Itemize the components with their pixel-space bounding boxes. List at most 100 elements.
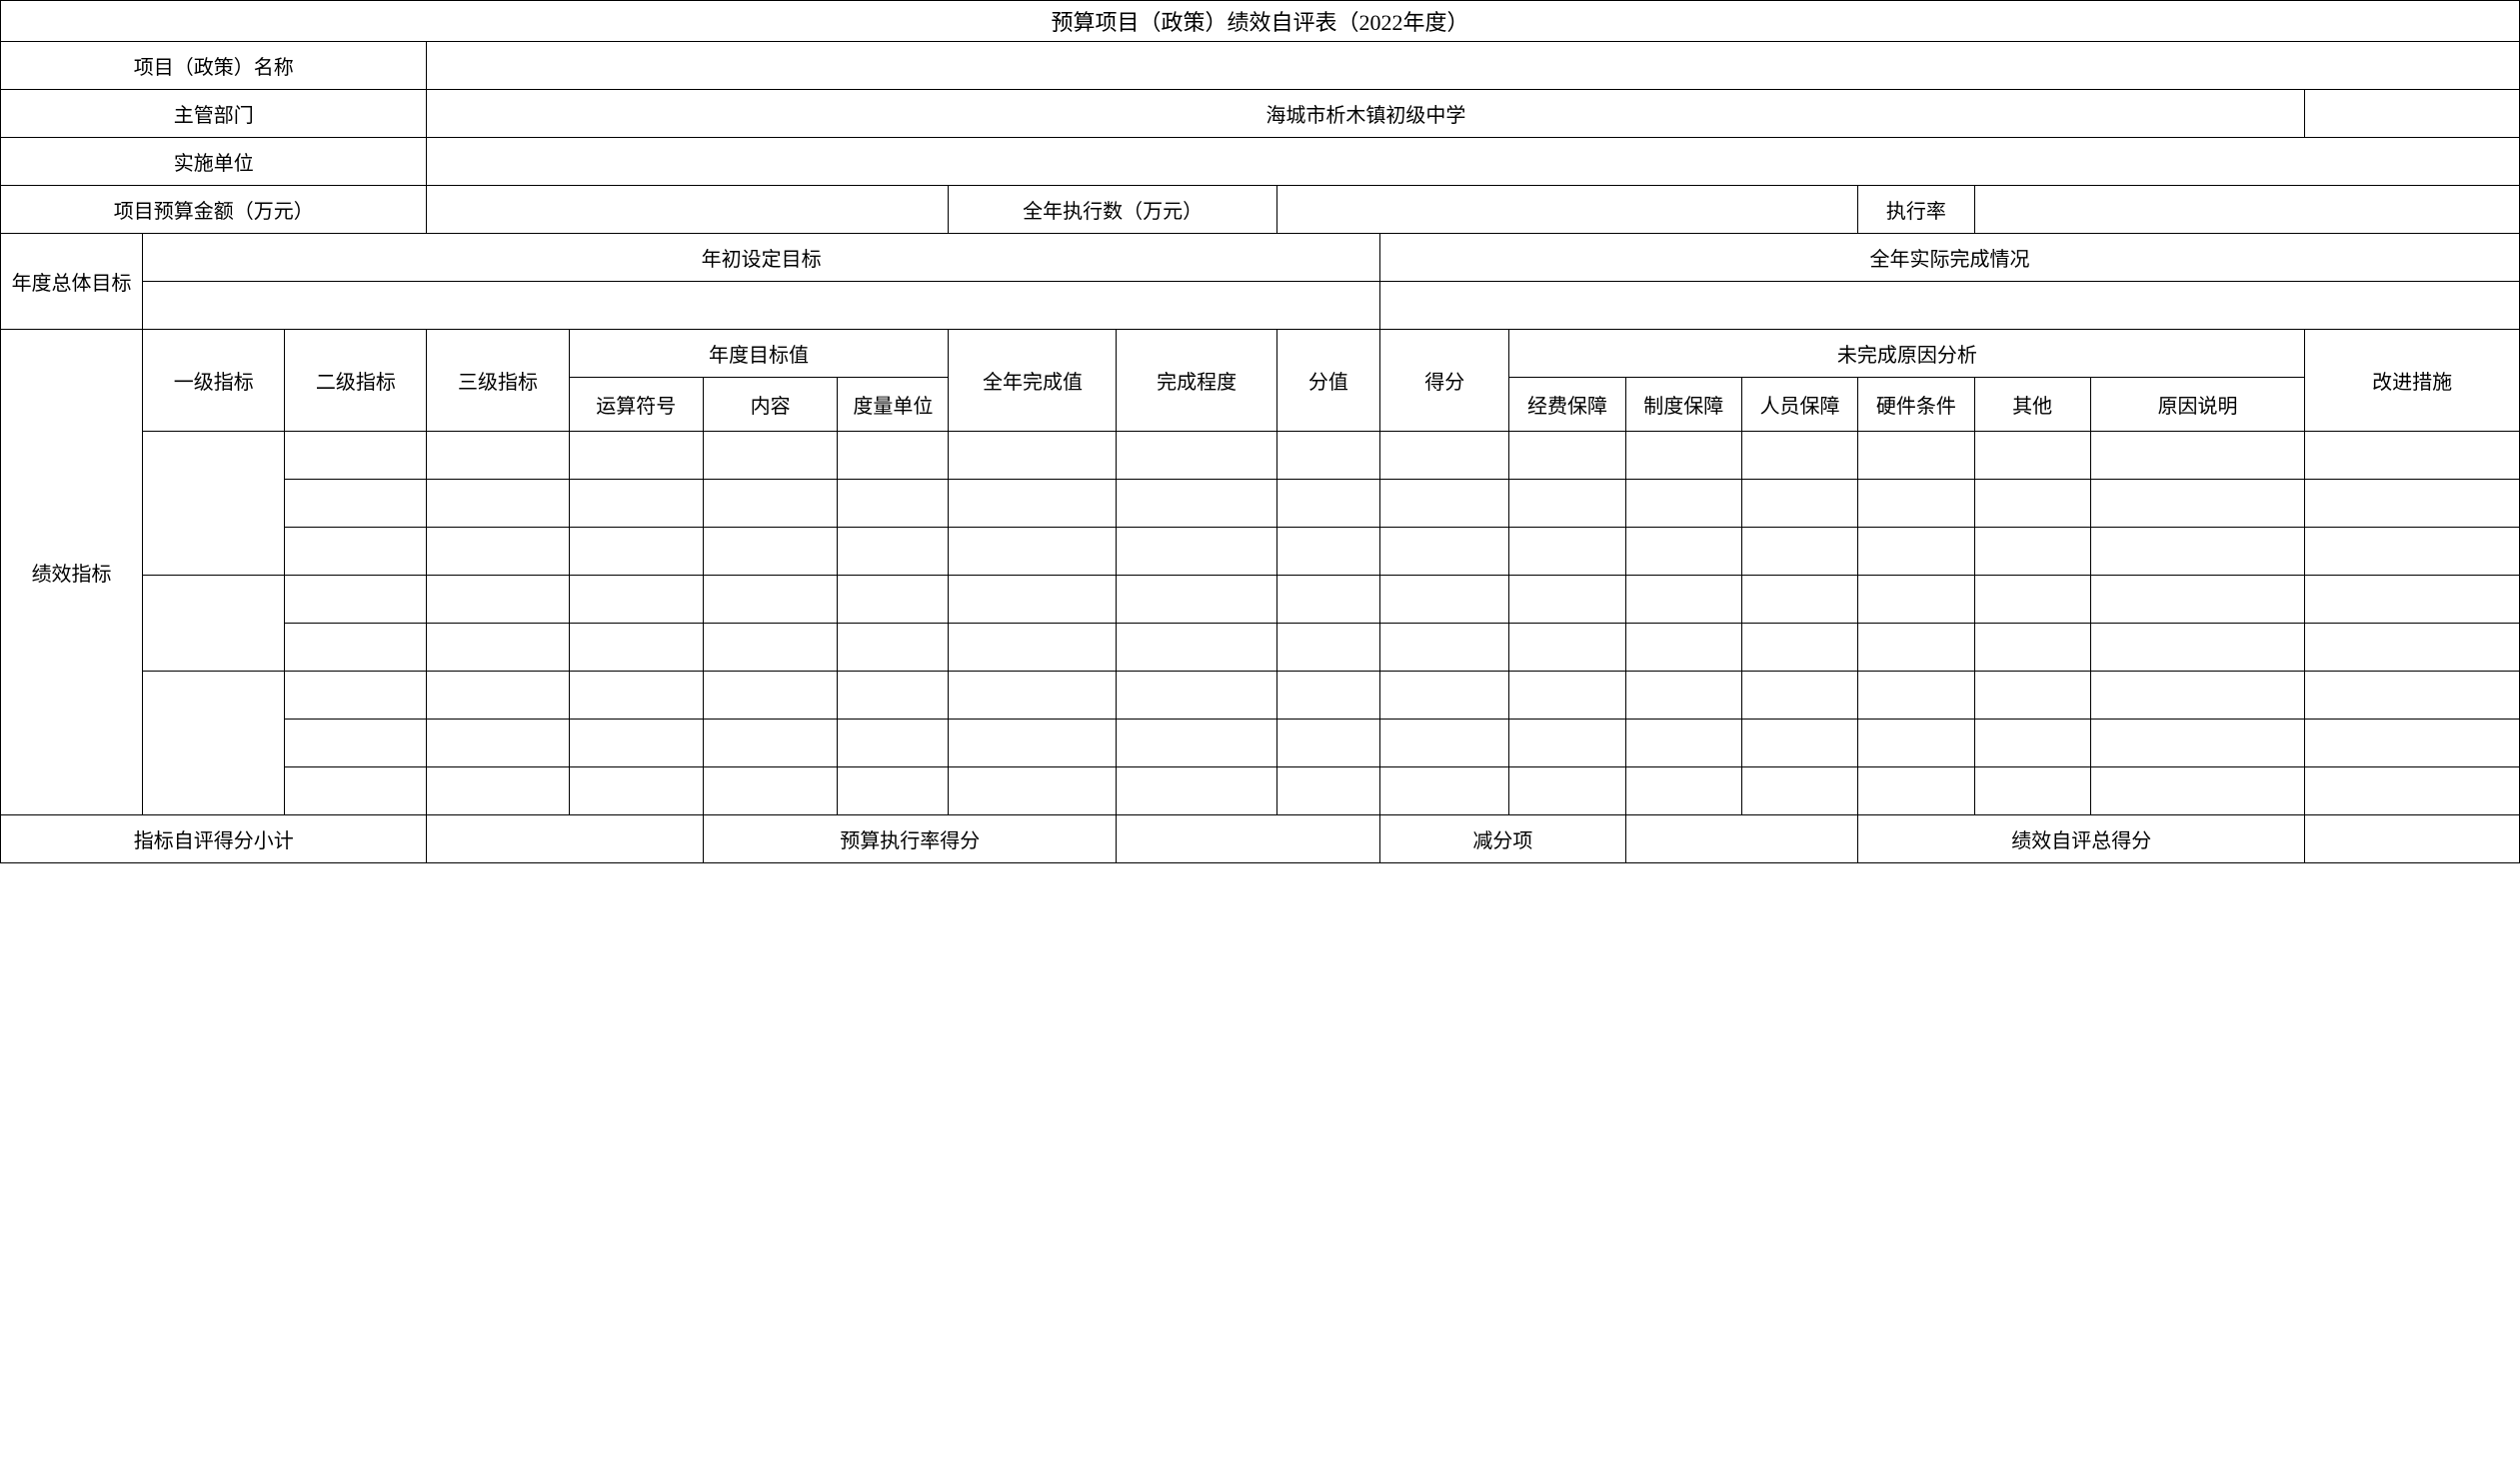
table-cell — [1276, 480, 1379, 528]
table-cell — [1974, 672, 2090, 720]
table-cell — [1974, 576, 2090, 624]
table-cell — [1380, 720, 1509, 767]
header-l1: 一级指标 — [143, 330, 285, 432]
table-cell — [285, 480, 427, 528]
header-content: 内容 — [703, 378, 837, 432]
table-cell — [703, 672, 837, 720]
table-cell — [2090, 576, 2305, 624]
table-cell — [2090, 624, 2305, 672]
header-l3: 三级指标 — [427, 330, 569, 432]
value-dept-extra — [2305, 90, 2520, 138]
header-reason-desc: 原因说明 — [2090, 378, 2305, 432]
label-perf-indicator: 绩效指标 — [1, 330, 143, 815]
table-cell — [949, 624, 1117, 672]
table-cell — [1276, 624, 1379, 672]
table-cell — [1625, 767, 1741, 815]
table-cell — [949, 528, 1117, 576]
table-cell — [1858, 576, 1974, 624]
table-cell — [1509, 624, 1625, 672]
header-system: 制度保障 — [1625, 378, 1741, 432]
table-cell — [1625, 672, 1741, 720]
table-cell — [427, 480, 569, 528]
table-cell — [949, 720, 1117, 767]
table-cell — [427, 528, 569, 576]
value-deduction — [1625, 815, 1858, 863]
table-cell — [1858, 624, 1974, 672]
value-exec-score — [1117, 815, 1380, 863]
table-cell — [1974, 432, 2090, 480]
table-cell — [1117, 767, 1276, 815]
table-cell — [2305, 528, 2520, 576]
table-cell — [1625, 576, 1741, 624]
table-cell — [1117, 480, 1276, 528]
header-score-weight: 分值 — [1276, 330, 1379, 432]
table-cell — [1380, 480, 1509, 528]
table-cell — [1974, 480, 2090, 528]
label-dept: 主管部门 — [1, 90, 427, 138]
table-cell — [1858, 432, 1974, 480]
table-cell — [1741, 528, 1857, 576]
table-cell — [1858, 767, 1974, 815]
table-cell — [949, 576, 1117, 624]
table-cell — [569, 480, 703, 528]
table-cell — [1117, 720, 1276, 767]
table-cell — [1509, 480, 1625, 528]
table-cell — [285, 528, 427, 576]
label-total-score: 绩效自评总得分 — [1858, 815, 2305, 863]
label-annual-goal: 年度总体目标 — [1, 234, 143, 330]
table-cell — [703, 432, 837, 480]
table-cell — [427, 576, 569, 624]
table-cell — [1974, 767, 2090, 815]
cell-l1-g2 — [143, 576, 285, 672]
table-cell — [1741, 432, 1857, 480]
label-budget-amount: 项目预算金额（万元） — [1, 186, 427, 234]
table-cell — [1509, 767, 1625, 815]
table-cell — [285, 576, 427, 624]
table-cell — [1380, 624, 1509, 672]
table-cell — [1117, 528, 1276, 576]
table-cell — [1858, 528, 1974, 576]
table-cell — [2305, 432, 2520, 480]
table-cell — [1380, 672, 1509, 720]
form-title: 预算项目（政策）绩效自评表（2022年度） — [1, 1, 2520, 42]
value-total-score — [2305, 815, 2520, 863]
table-cell — [569, 672, 703, 720]
label-exec-amount: 全年执行数（万元） — [949, 186, 1276, 234]
header-completion-degree: 完成程度 — [1117, 330, 1276, 432]
cell-l1-g3 — [143, 672, 285, 815]
table-cell — [1117, 624, 1276, 672]
header-improvement: 改进措施 — [2305, 330, 2520, 432]
table-cell — [2305, 480, 2520, 528]
header-other: 其他 — [1974, 378, 2090, 432]
table-cell — [285, 767, 427, 815]
table-cell — [838, 480, 949, 528]
table-cell — [2305, 720, 2520, 767]
table-cell — [1625, 480, 1741, 528]
table-cell — [2305, 624, 2520, 672]
table-cell — [1276, 672, 1379, 720]
table-cell — [838, 576, 949, 624]
label-actual-completion: 全年实际完成情况 — [1380, 234, 2520, 282]
cell-l1-g1 — [143, 432, 285, 576]
table-cell — [1509, 720, 1625, 767]
label-exec-score: 预算执行率得分 — [703, 815, 1117, 863]
table-cell — [427, 624, 569, 672]
table-cell — [1741, 672, 1857, 720]
table-cell — [838, 720, 949, 767]
header-l2: 二级指标 — [285, 330, 427, 432]
label-deduction: 减分项 — [1380, 815, 1626, 863]
table-cell — [1509, 672, 1625, 720]
table-cell — [838, 767, 949, 815]
table-cell — [1276, 432, 1379, 480]
value-impl-unit — [427, 138, 2520, 186]
table-cell — [569, 624, 703, 672]
value-budget-amount — [427, 186, 949, 234]
table-cell — [1974, 720, 2090, 767]
table-cell — [2090, 720, 2305, 767]
table-cell — [1974, 528, 2090, 576]
label-initial-goal: 年初设定目标 — [143, 234, 1380, 282]
table-cell — [285, 720, 427, 767]
table-cell — [949, 672, 1117, 720]
header-unit: 度量单位 — [838, 378, 949, 432]
table-cell — [1276, 576, 1379, 624]
